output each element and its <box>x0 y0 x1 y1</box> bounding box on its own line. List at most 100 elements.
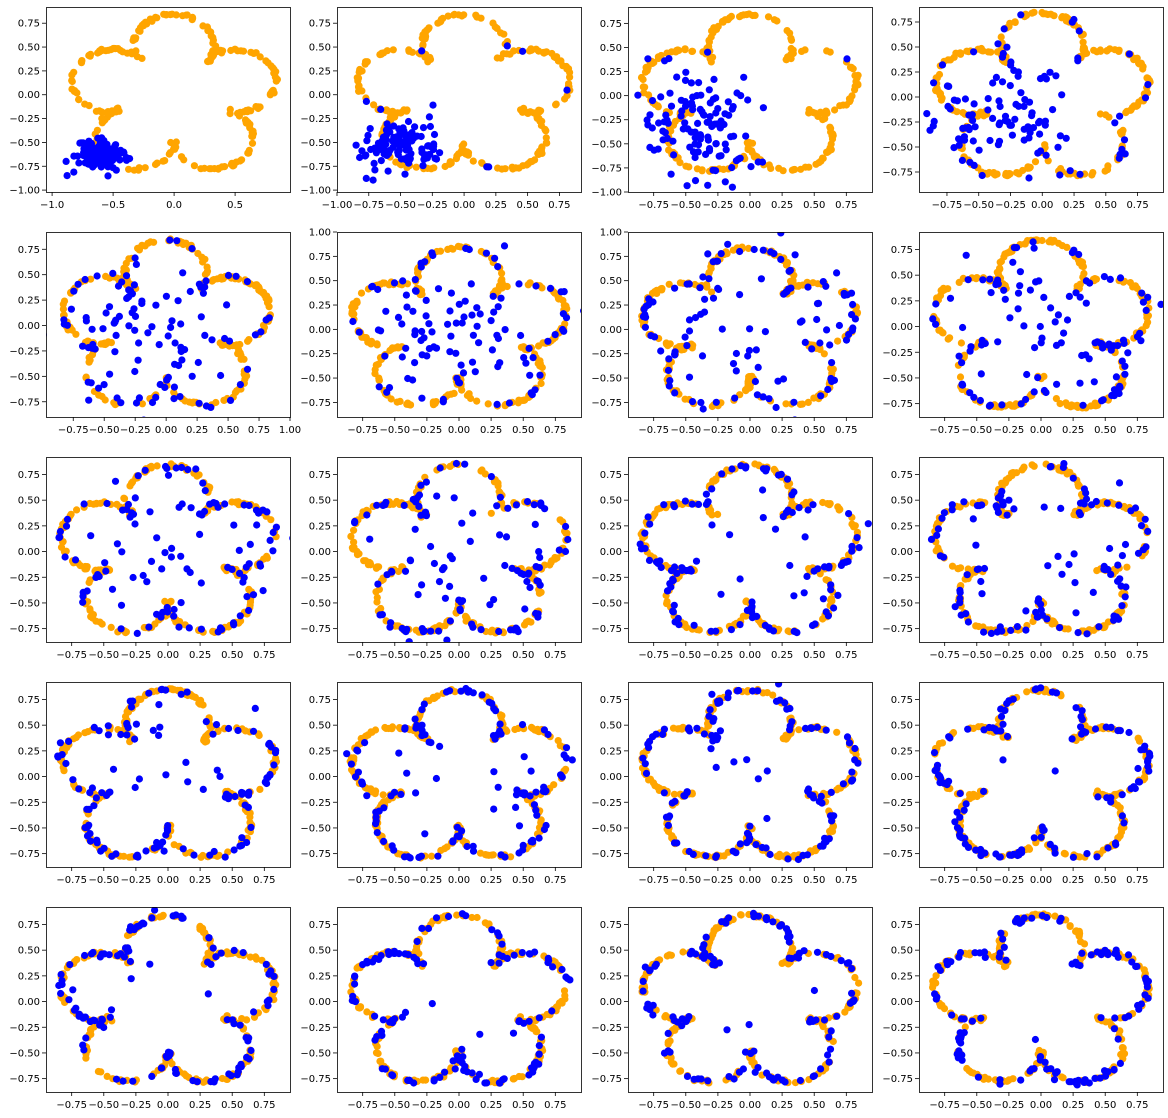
y-tick-label: 0.00 <box>18 772 40 783</box>
sample-point <box>808 345 816 353</box>
sample-point <box>661 129 669 137</box>
sample-point <box>665 382 673 390</box>
sample-point <box>644 55 652 63</box>
sample-point <box>1136 329 1144 337</box>
sample-point <box>1040 503 1048 511</box>
sample-point <box>245 606 253 615</box>
sample-point <box>90 802 98 810</box>
target-point <box>375 376 383 384</box>
sample-point <box>108 852 116 860</box>
sample-point <box>489 292 497 300</box>
sample-point <box>131 326 139 334</box>
sample-point <box>929 315 937 323</box>
sample-point <box>526 583 534 592</box>
sample-point <box>113 154 121 162</box>
sample-point <box>987 289 995 297</box>
target-point <box>836 505 844 514</box>
sample-point <box>236 569 244 578</box>
sample-point <box>1007 58 1015 66</box>
sample-point <box>808 621 817 630</box>
sample-point <box>269 528 277 537</box>
sample-point <box>413 132 421 140</box>
sample-point <box>129 573 137 582</box>
sample-point <box>404 374 412 383</box>
sample-point <box>563 86 571 94</box>
sample-point <box>84 823 92 831</box>
x-tick-label: 0.75 <box>253 875 275 886</box>
sample-point <box>830 604 838 612</box>
sample-point <box>461 297 469 305</box>
sample-point <box>685 316 694 324</box>
sample-point <box>1104 565 1112 574</box>
target-point <box>744 378 752 386</box>
sample-point <box>644 513 652 521</box>
target-point <box>62 547 70 555</box>
sample-point <box>132 260 140 268</box>
sample-point <box>197 625 205 633</box>
sample-point <box>962 251 970 259</box>
x-tick-label: 0.25 <box>189 875 211 886</box>
sample-point <box>1075 508 1083 517</box>
sample-point <box>845 509 853 518</box>
sample-point <box>446 552 454 560</box>
y-tick-label: −0.75 <box>300 624 331 635</box>
target-point <box>136 27 144 35</box>
target-point <box>1136 511 1144 520</box>
sample-point <box>135 339 143 347</box>
target-point <box>954 565 962 573</box>
x-tick-label: −0.50 <box>379 425 410 436</box>
target-point <box>541 48 549 57</box>
sample-point <box>966 158 974 166</box>
sample-point <box>765 395 773 403</box>
sample-point <box>103 499 111 508</box>
sample-point <box>736 575 744 583</box>
sample-point <box>485 163 493 171</box>
sample-point <box>531 520 539 529</box>
sample-point <box>417 481 425 489</box>
y-tick-label: −0.25 <box>591 115 622 126</box>
target-point <box>403 106 411 114</box>
sample-point <box>670 601 678 609</box>
y-tick-label: 0.50 <box>600 276 622 287</box>
sample-point <box>1013 623 1022 631</box>
sample-point <box>236 612 244 620</box>
points-layer <box>923 8 1154 182</box>
sample-point <box>158 444 165 451</box>
target-point <box>787 36 796 44</box>
target-point <box>533 114 541 122</box>
sample-point <box>433 492 441 500</box>
target-point <box>851 82 859 90</box>
sample-point <box>411 525 419 533</box>
sample-point <box>1116 382 1124 390</box>
y-tick-label: 0.00 <box>18 90 40 101</box>
target-point <box>484 400 492 408</box>
sample-point <box>709 294 718 302</box>
sample-point <box>1003 511 1011 519</box>
sample-point <box>134 853 142 861</box>
target-point <box>423 26 431 34</box>
sample-point <box>473 322 481 330</box>
sample-point <box>230 846 238 854</box>
sample-point <box>131 520 139 528</box>
target-point <box>463 615 471 623</box>
x-tick-label: 0.25 <box>771 650 793 661</box>
sample-point <box>157 613 165 621</box>
sample-point <box>1098 397 1106 405</box>
sample-point <box>692 557 701 565</box>
sample-point <box>1115 479 1124 487</box>
sample-point <box>995 121 1003 129</box>
y-tick-label: −0.75 <box>591 163 622 174</box>
sample-point <box>494 263 502 271</box>
sample-point <box>418 47 426 55</box>
sample-point <box>691 314 700 322</box>
sample-point <box>759 246 767 254</box>
x-tick-label: 0.75 <box>253 650 275 661</box>
sample-point <box>1095 623 1103 631</box>
target-point <box>177 153 186 161</box>
sample-point <box>1011 115 1019 123</box>
sample-point <box>289 535 290 541</box>
target-point <box>1067 403 1075 411</box>
sample-point <box>132 399 141 407</box>
sample-point <box>1020 322 1028 330</box>
sample-point <box>197 579 205 587</box>
